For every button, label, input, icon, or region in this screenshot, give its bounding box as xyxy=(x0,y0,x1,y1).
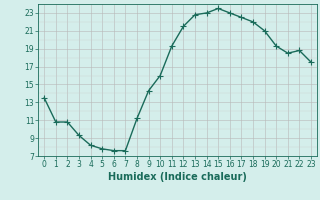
X-axis label: Humidex (Indice chaleur): Humidex (Indice chaleur) xyxy=(108,172,247,182)
